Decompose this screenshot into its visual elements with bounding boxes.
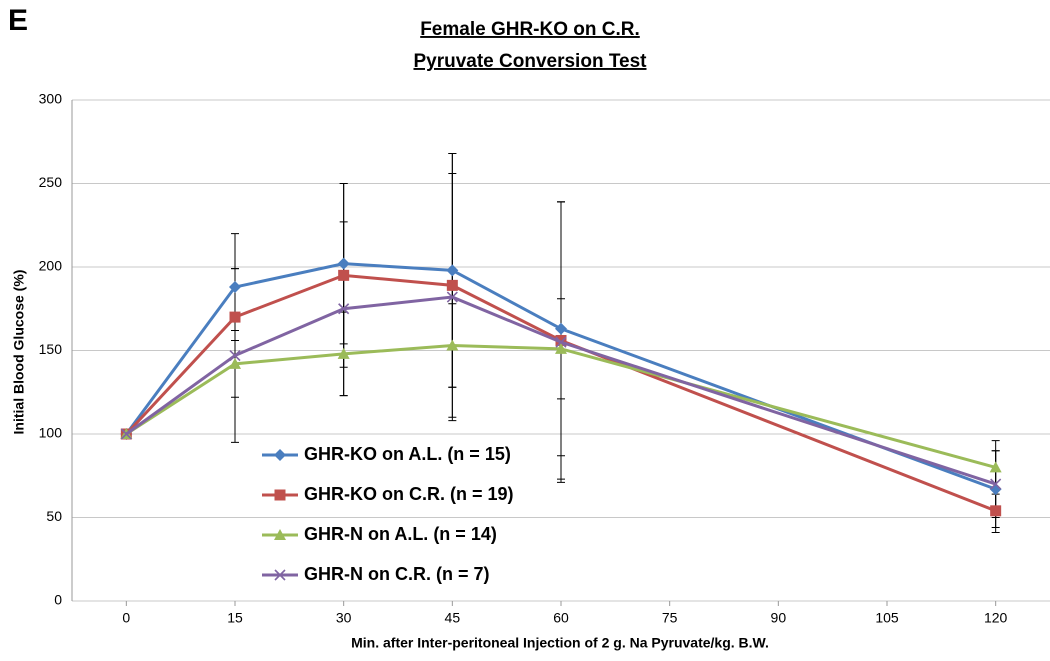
marker: [120, 428, 132, 440]
marker: [274, 449, 286, 461]
marker: [274, 529, 286, 540]
marker: [446, 279, 458, 291]
chart-subtitle: Pyruvate Conversion Test: [413, 51, 647, 72]
y-tick-label: 150: [39, 341, 63, 357]
panel-label: E: [8, 4, 28, 37]
x-tick-label: 105: [875, 610, 899, 626]
marker: [274, 569, 286, 581]
marker: [555, 322, 567, 335]
marker: [555, 342, 567, 354]
y-tick-label: 50: [46, 508, 62, 524]
legend-label: GHR-KO on A.L. (n = 15): [304, 444, 511, 464]
x-tick-label: 0: [122, 610, 130, 626]
series-line: [125, 343, 997, 469]
x-tick-label: 120: [984, 610, 1008, 626]
y-tick-label: 300: [39, 91, 63, 107]
x-tick-label: 45: [445, 610, 461, 626]
y-axis-label: Initial Blood Glucose (%): [11, 270, 27, 435]
marker: [229, 281, 241, 294]
series-line: [125, 262, 997, 491]
marker: [229, 311, 241, 323]
x-tick-label: 75: [662, 610, 678, 626]
marker: [274, 489, 286, 501]
y-tick-label: 0: [54, 592, 62, 608]
marker: [446, 291, 458, 303]
y-tick-label: 100: [39, 425, 63, 441]
x-axis-label: Min. after Inter-peritoneal Injection of…: [351, 635, 769, 651]
marker: [229, 349, 241, 362]
marker: [989, 461, 1002, 473]
chart-title: Female GHR-KO on C.R.: [420, 19, 640, 40]
marker: [990, 478, 1002, 490]
x-tick-label: 15: [227, 610, 243, 626]
x-tick-label: 90: [771, 610, 787, 626]
marker: [337, 347, 350, 359]
marker: [555, 334, 567, 346]
marker: [338, 303, 350, 315]
marker: [338, 269, 350, 281]
y-tick-label: 250: [39, 174, 63, 190]
legend: GHR-KO on A.L. (n = 15) GHR-KO on C.R. (n…: [262, 444, 514, 584]
y-tick-label: 200: [39, 258, 63, 274]
marker: [446, 264, 459, 277]
marker: [337, 257, 350, 270]
marker: [555, 336, 567, 348]
x-tick-label: 60: [553, 610, 569, 626]
marker: [990, 505, 1002, 517]
x-tick-label: 30: [336, 610, 352, 626]
series-line: [125, 295, 997, 486]
marker: [229, 357, 241, 369]
legend-label: GHR-N on A.L. (n = 14): [304, 524, 497, 544]
legend-label: GHR-N on C.R. (n = 7): [304, 564, 490, 584]
legend-label: GHR-KO on C.R. (n = 19): [304, 484, 514, 504]
marker: [446, 339, 459, 351]
